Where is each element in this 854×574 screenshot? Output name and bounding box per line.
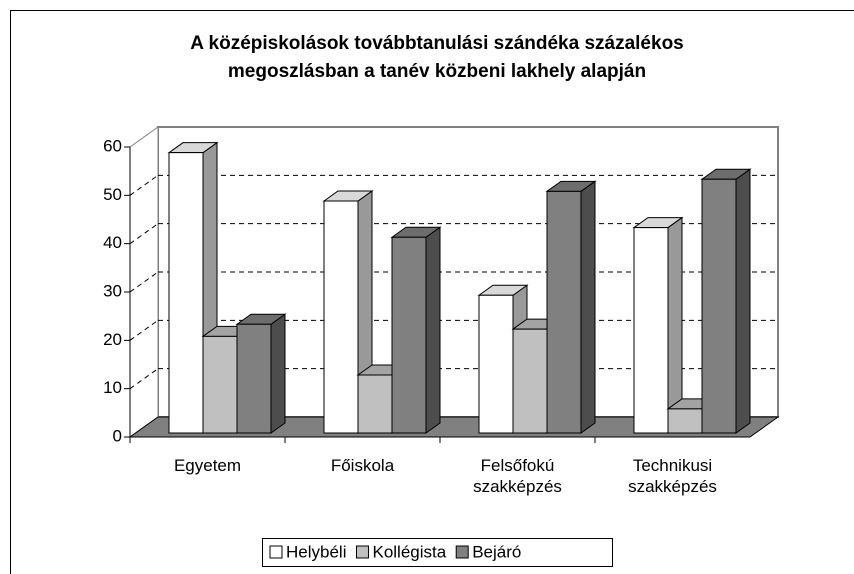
grid-line-side <box>129 223 159 245</box>
x-tick-label: Technikusi szakképzés <box>628 456 717 496</box>
bar-face <box>546 190 582 434</box>
legend-swatch <box>355 545 369 559</box>
bar <box>632 216 684 434</box>
bar-face <box>667 408 703 434</box>
bar-face <box>168 152 204 434</box>
legend-swatch <box>269 545 283 559</box>
bar-face <box>236 323 272 434</box>
bar-face <box>202 335 238 434</box>
grid-line-side <box>129 271 159 293</box>
bar-face <box>270 313 286 434</box>
grid-line-side <box>129 319 159 341</box>
y-tick-label: 40 <box>103 233 122 252</box>
bar-face <box>357 374 393 434</box>
legend-label: Kollégista <box>372 542 446 561</box>
y-tick-label: 60 <box>103 136 122 155</box>
y-tick-label: 30 <box>103 281 122 300</box>
y-tick-label: 0 <box>113 426 122 445</box>
y-tick-label: 20 <box>103 330 122 349</box>
bar <box>545 180 597 434</box>
bar <box>700 168 752 434</box>
legend-swatch <box>455 545 469 559</box>
y-tick-label: 50 <box>103 185 122 204</box>
bar-face <box>391 236 427 434</box>
side-wall <box>129 126 159 438</box>
x-tick-label: Felsőfokú szakképzés <box>473 456 562 496</box>
legend-label: Helybéli <box>286 542 346 561</box>
bar-face <box>512 328 548 434</box>
bar-face <box>633 227 669 434</box>
legend-box <box>262 538 613 567</box>
bar-face <box>580 180 596 434</box>
x-tick-label: Főiskola <box>330 456 395 475</box>
bar <box>390 226 442 434</box>
bar-face <box>323 200 359 434</box>
bar-face <box>735 168 751 434</box>
bar <box>235 313 287 434</box>
legend-label: Bejáró <box>472 542 521 561</box>
bar-face <box>478 294 514 434</box>
chart-title: A középiskolások továbbtanulási szándéka… <box>190 33 684 54</box>
grid-line-side <box>129 368 159 390</box>
grid-line-side <box>129 174 159 196</box>
chart-border <box>10 10 854 574</box>
bar-face <box>425 226 441 434</box>
bar-face <box>701 178 737 434</box>
chart-title: megoszlásban a tanév közbeni lakhely ala… <box>228 61 646 82</box>
y-tick-label: 10 <box>103 378 122 397</box>
x-tick-label: Egyetem <box>173 456 242 475</box>
